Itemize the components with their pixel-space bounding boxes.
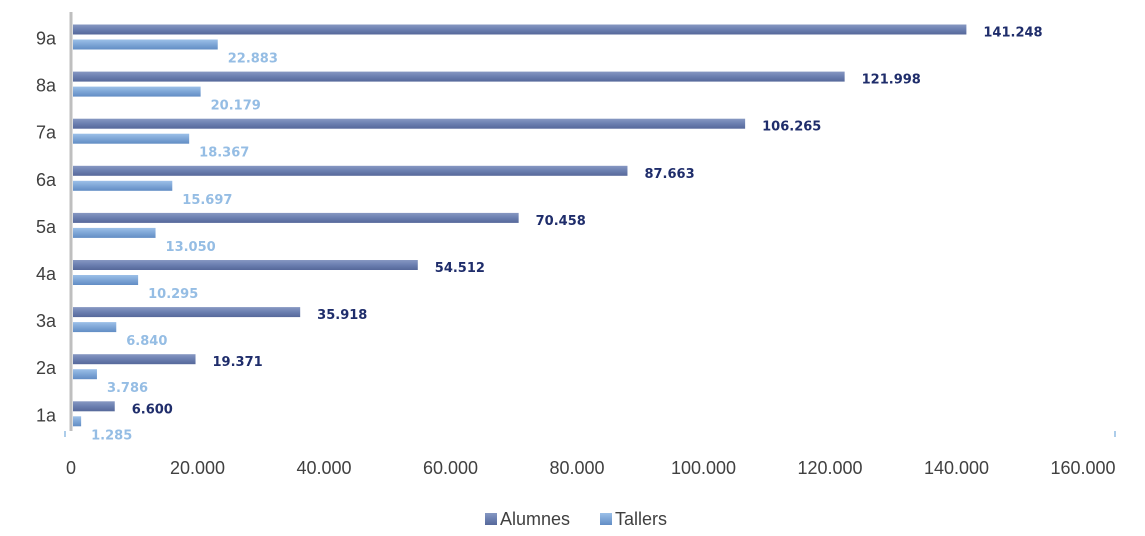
y-tick-label: 9a (36, 29, 57, 49)
data-label-alumnes: 70.458 (536, 214, 586, 229)
legend: Alumnes Tallers (485, 509, 667, 529)
bar-alumnes (73, 71, 845, 82)
x-tick-label: 120.000 (797, 458, 862, 478)
legend-label-alumnes: Alumnes (500, 509, 570, 529)
bar-tallers (73, 180, 173, 191)
data-label-alumnes: 106.265 (762, 120, 821, 135)
bar-alumnes (73, 354, 196, 365)
legend-swatch-alumnes (485, 513, 497, 525)
legend-swatch-tallers (600, 513, 612, 525)
data-label-tallers: 18.367 (199, 146, 249, 161)
data-label-tallers: 3.786 (107, 381, 148, 396)
data-label-tallers: 20.179 (211, 99, 261, 114)
x-tick-label: 100.000 (671, 458, 736, 478)
bar-tallers (73, 227, 156, 238)
y-tick-label: 3a (36, 311, 57, 331)
data-label-tallers: 13.050 (166, 240, 216, 255)
bar-alumnes (73, 401, 115, 412)
x-tick-label: 80.000 (549, 458, 604, 478)
bar-alumnes (73, 118, 746, 129)
data-label-alumnes: 87.663 (644, 167, 694, 182)
bar-tallers (73, 39, 218, 50)
x-axis-ticks: 0 20.000 40.000 60.000 80.000 100.000 120.000 1… (66, 458, 1116, 478)
bars-layer (73, 24, 967, 427)
bar-tallers (73, 133, 190, 144)
data-label-alumnes: 141.248 (983, 26, 1042, 41)
y-tick-label: 6a (36, 170, 57, 190)
data-label-tallers: 1.285 (91, 428, 132, 443)
data-label-tallers: 10.295 (148, 287, 198, 302)
bar-tallers (73, 86, 201, 97)
legend-label-tallers: Tallers (615, 509, 667, 529)
x-tick-label: 40.000 (296, 458, 351, 478)
x-tick-label: 140.000 (924, 458, 989, 478)
bar-alumnes (73, 165, 628, 176)
y-tick-label: 4a (36, 264, 57, 284)
bar-tallers (73, 369, 97, 380)
x-tick-label: 20.000 (170, 458, 225, 478)
bar-alumnes (73, 24, 967, 35)
bar-alumnes (73, 307, 301, 318)
x-tick-label: 0 (66, 458, 76, 478)
bar-alumnes (73, 260, 418, 270)
data-label-alumnes: 54.512 (435, 261, 485, 276)
data-label-alumnes: 19.371 (213, 355, 263, 370)
data-label-alumnes: 6.600 (132, 402, 173, 417)
data-label-tallers: 6.840 (126, 334, 167, 349)
data-label-alumnes: 35.918 (317, 308, 367, 323)
bar-alumnes (73, 212, 519, 223)
x-tick-label: 160.000 (1050, 458, 1115, 478)
data-label-tallers: 15.697 (182, 193, 232, 208)
bar-tallers (73, 275, 139, 285)
bar-tallers (73, 416, 82, 427)
data-label-tallers: 22.883 (228, 52, 278, 67)
y-tick-label: 7a (36, 123, 57, 143)
y-tick-label: 1a (36, 405, 57, 425)
y-tick-label: 2a (36, 358, 57, 378)
y-axis-ticks: 1a 2a 3a 4a 5a 6a 7a 8a 9a (36, 29, 57, 426)
data-label-alumnes: 121.998 (862, 73, 921, 88)
y-tick-label: 8a (36, 76, 57, 96)
y-tick-label: 5a (36, 217, 57, 237)
x-tick-label: 60.000 (423, 458, 478, 478)
bar-tallers (73, 322, 117, 333)
